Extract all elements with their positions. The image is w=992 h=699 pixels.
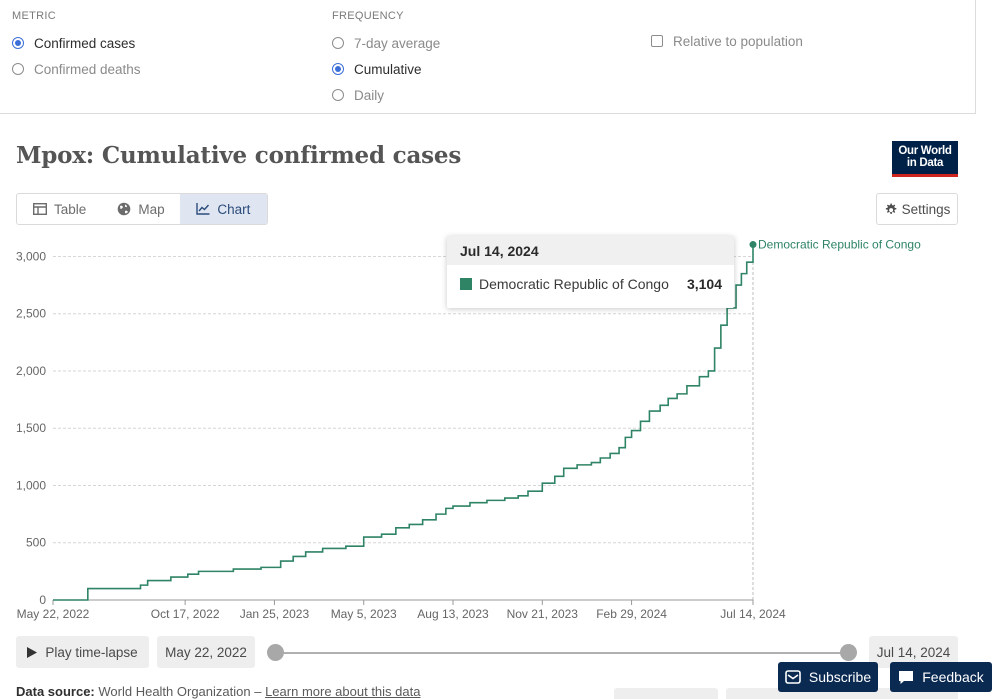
metric-group: METRIC Confirmed cases Confirmed deaths	[12, 10, 141, 82]
share-button[interactable]	[726, 688, 958, 699]
series-end-marker	[749, 241, 757, 249]
tooltip-date: Jul 14, 2024	[447, 236, 734, 265]
y-tick-label: 2,500	[16, 307, 46, 321]
checkbox-icon[interactable]	[651, 35, 663, 47]
x-tick-label: Aug 13, 2023	[417, 607, 489, 621]
frequency-option-7-day-average[interactable]: 7-day average	[332, 30, 440, 56]
settings-label: Settings	[901, 201, 951, 217]
y-tick-label: 1,500	[16, 421, 46, 435]
relative-group: Relative to population	[651, 28, 803, 54]
tab-map[interactable]: Map	[102, 194, 179, 224]
timeline-end-handle[interactable]	[840, 644, 857, 661]
y-tick-label: 2,000	[16, 364, 46, 378]
frequency-option-daily[interactable]: Daily	[332, 82, 440, 108]
subscribe-label: Subscribe	[808, 669, 872, 685]
mail-icon	[785, 670, 801, 684]
frequency-option-cumulative[interactable]: Cumulative	[332, 56, 440, 82]
radio-selected-icon[interactable]	[12, 37, 24, 49]
globe-icon	[117, 202, 131, 216]
line-chart[interactable]: 0 500 1,000 1,500 2,000 2,500 3,000 May 22, 202…	[0, 235, 992, 630]
feedback-button[interactable]: Feedback	[890, 662, 992, 692]
metric-option-confirmed-deaths[interactable]: Confirmed deaths	[12, 56, 141, 82]
tab-chart[interactable]: Chart	[179, 194, 267, 224]
play-icon	[27, 646, 38, 658]
radio-icon[interactable]	[332, 37, 344, 49]
comment-icon	[898, 670, 914, 685]
settings-button[interactable]: Settings	[876, 193, 958, 225]
x-tick-label: Feb 29, 2024	[596, 607, 667, 621]
tooltip-row: Democratic Republic of Congo 3,104	[447, 265, 734, 292]
option-label: Cumulative	[354, 61, 422, 77]
x-tick-label: May 5, 2023	[331, 607, 397, 621]
frequency-group: FREQUENCY 7-day average Cumulative Daily	[332, 10, 440, 108]
y-tick-label: 3,000	[16, 249, 46, 263]
chart-tooltip: Jul 14, 2024 Democratic Republic of Cong…	[447, 236, 734, 308]
logo-line-1: Our World	[898, 145, 952, 157]
metric-option-confirmed-cases[interactable]: Confirmed cases	[12, 30, 141, 56]
chart-title: Mpox: Cumulative confirmed cases	[16, 142, 462, 169]
radio-icon[interactable]	[332, 89, 344, 101]
timeline-track[interactable]	[275, 652, 848, 654]
tab-label: Map	[138, 201, 165, 217]
logo-line-2: in Data	[906, 156, 944, 169]
series-end-label: Democratic Republic of Congo	[758, 238, 921, 252]
subscribe-button[interactable]: Subscribe	[778, 662, 878, 692]
radio-icon[interactable]	[12, 63, 24, 75]
option-label: Confirmed cases	[34, 35, 136, 51]
tab-label: Table	[54, 201, 87, 217]
y-tick-label: 1,000	[16, 478, 46, 492]
series-line	[53, 244, 754, 601]
feedback-label: Feedback	[922, 669, 984, 685]
relative-to-population-toggle[interactable]: Relative to population	[651, 28, 803, 54]
source-label: Data source:	[16, 684, 95, 699]
download-button[interactable]	[614, 688, 718, 699]
y-tick-label: 500	[26, 536, 46, 550]
option-label: Confirmed deaths	[34, 61, 141, 77]
play-label: Play time-lapse	[45, 644, 138, 660]
option-label: 7-day average	[354, 35, 441, 51]
table-icon	[33, 203, 48, 215]
option-label: Relative to population	[673, 33, 803, 49]
learn-more-link[interactable]: Learn more about this data	[265, 684, 421, 699]
option-label: Daily	[354, 87, 385, 103]
x-tick-label: Jan 25, 2023	[240, 607, 310, 621]
x-tick-label: Nov 21, 2023	[507, 607, 579, 621]
y-tick-label: 0	[39, 593, 46, 607]
tab-table[interactable]: Table	[17, 194, 102, 224]
series-swatch	[460, 278, 472, 290]
play-timelapse-button[interactable]: Play time-lapse	[16, 636, 149, 668]
x-tick-label: Oct 17, 2022	[151, 607, 220, 621]
line-chart-icon	[196, 203, 210, 215]
tooltip-value: 3,104	[686, 276, 722, 292]
timeline-start-handle[interactable]	[267, 644, 284, 661]
source-text: World Health Organization –	[98, 684, 262, 699]
owid-logo[interactable]: Our World in Data	[892, 141, 958, 177]
tab-label: Chart	[217, 201, 251, 217]
tooltip-entity: Democratic Republic of Congo	[479, 276, 669, 292]
timeline-start-date[interactable]: May 22, 2022	[157, 636, 255, 668]
gear-icon	[884, 202, 897, 216]
radio-selected-icon[interactable]	[332, 63, 344, 75]
x-tick-label: Jul 14, 2024	[720, 607, 786, 621]
view-tabs: Table Map Chart	[16, 193, 268, 225]
frequency-heading: FREQUENCY	[332, 10, 404, 22]
data-source: Data source: World Health Organization –…	[16, 684, 420, 699]
metric-heading: METRIC	[12, 10, 56, 22]
x-tick-label: May 22, 2022	[17, 607, 90, 621]
controls-panel: METRIC Confirmed cases Confirmed deaths …	[0, 0, 976, 114]
